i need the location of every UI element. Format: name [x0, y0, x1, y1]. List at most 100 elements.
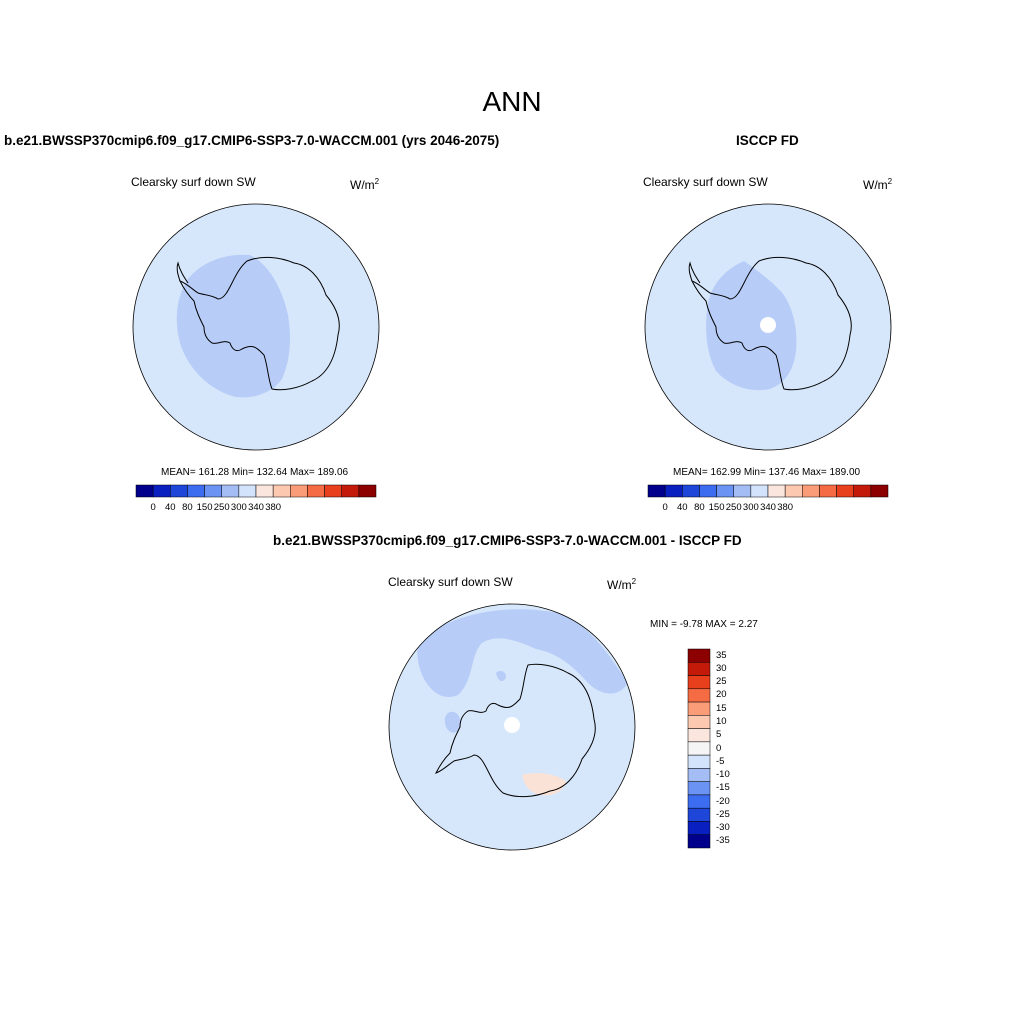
panel-2-colorbar-box [819, 484, 837, 498]
panel-2-colorbar-box [716, 484, 734, 498]
panel-3-negative-field-small [496, 670, 506, 682]
panel-3-colorbar-box [687, 701, 711, 716]
panel-3-colorbar-tick-label: 25 [716, 676, 727, 688]
panel-1-title: b.e21.BWSSP370cmip6.f09_g17.CMIP6-SSP3-7… [4, 133, 500, 148]
panel-2-variable-label: Clearsky surf down SW [643, 175, 768, 189]
panel-3-colorbar-box [687, 754, 711, 769]
panel-2-title: ISCCP FD [736, 133, 799, 148]
panel-2-interior-field [706, 261, 797, 391]
panel-2-colorbar-box [836, 484, 854, 498]
panel-2-colorbar-box [664, 484, 683, 498]
panel-2-colorbar-ticks: 0 40 80 150 250 300 340 380 [648, 502, 888, 516]
panel-3-colorbar-box [687, 807, 711, 822]
panel-1-interior-field [176, 254, 290, 398]
panel-1-colorbar-box [272, 484, 291, 498]
panel-1-colorbar-box [238, 484, 257, 498]
panel-2-stats: MEAN= 162.99 Min= 137.46 Max= 189.00 [673, 467, 861, 478]
main-title: ANN [482, 86, 542, 117]
panel-1-colorbar-tick-label: 40 [164, 502, 176, 513]
panel-2-missing-data-hole [760, 317, 776, 333]
panel-3-colorbar-tick-label: -5 [716, 755, 725, 767]
panel-2-units: W/m2 [863, 177, 893, 192]
panel-3-colorbar-tick-label: -10 [716, 769, 730, 781]
panel-2-colorbar-box [853, 484, 872, 498]
panel-2-map-border [644, 203, 892, 451]
panel-1-colorbar-tick-label: 250 [213, 502, 230, 513]
panel-3-colorbar-box [687, 728, 711, 743]
panel-3-map [388, 603, 636, 851]
panel-3-colorbar-box [687, 648, 711, 663]
panel-1-colorbar-tick-label: 80 [182, 502, 193, 513]
panel-2-colorbar-box [699, 484, 717, 498]
panel-3-antarctica-coast [435, 663, 596, 798]
panel-3-variable-label: Clearsky surf down SW [388, 575, 513, 589]
panel-1-colorbar-tick-label: 150 [196, 502, 213, 513]
panel-2-colorbar-tick-label: 0 [662, 502, 668, 513]
panel-3-title: b.e21.BWSSP370cmip6.f09_g17.CMIP6-SSP3-7… [273, 533, 742, 548]
panel-3-units: W/m2 [607, 577, 637, 592]
panel-1-colorbar-tick-label: 300 [230, 502, 247, 513]
panel-2-colorbar-tick-label: 340 [760, 502, 776, 513]
panel-1-map [132, 203, 380, 451]
panel-3-colorbar-box [687, 821, 711, 835]
panel-3-colorbar-box [687, 675, 711, 690]
panel-3-colorbar-tick-label: 30 [716, 662, 727, 674]
panel-3-colorbar-box [687, 794, 711, 809]
panel-3-colorbar-tick-label: -35 [716, 835, 730, 847]
panel-1-units: W/m2 [350, 177, 380, 192]
panel-3-colorbar-box [687, 781, 711, 796]
panel-3-colorbar-tick-label: 0 [716, 742, 722, 754]
panel-1-colorbar-box [135, 484, 154, 498]
panel-3-missing-data-hole [504, 717, 520, 733]
panel-3-colorbar-tick-label: 35 [716, 649, 727, 661]
panel-2-colorbar-tick-label: 40 [676, 502, 688, 513]
panel-3-colorbar-tick-label: 15 [716, 702, 727, 714]
panel-1-colorbar-ticks: 0 40 80 150 250 300 340 380 [136, 502, 376, 516]
panel-2-map [644, 203, 892, 451]
panel-3-colorbar [687, 648, 711, 849]
panel-3-negative-field-west [444, 711, 461, 733]
panel-2-colorbar-box [784, 484, 803, 498]
panel-2-peninsula-coast [688, 261, 701, 284]
panel-1-map-border [132, 203, 380, 451]
panel-1-variable-label: Clearsky surf down SW [131, 175, 256, 189]
panel-3-colorbar-tick-label: 10 [716, 715, 727, 727]
panel-3-colorbar-box [687, 834, 711, 849]
panel-1-colorbar-box [187, 484, 205, 498]
panel-1-colorbar-box [358, 484, 377, 498]
panel-1-colorbar [135, 484, 377, 498]
panel-2-colorbar-tick-label: 150 [708, 502, 725, 513]
panel-3-colorbar-box [687, 662, 711, 676]
panel-1-colorbar-box [152, 484, 171, 498]
panel-1-colorbar-box [170, 484, 188, 498]
panel-2-colorbar-box [802, 484, 820, 498]
panel-2-colorbar-tick-label: 80 [694, 502, 705, 513]
panel-3-colorbar-tick-label: -15 [716, 782, 730, 794]
panel-1-colorbar-box [255, 484, 274, 498]
panel-1-colorbar-box [307, 484, 325, 498]
panel-3-colorbar-tick-label: -25 [716, 808, 730, 820]
panel-2-colorbar-box [682, 484, 700, 498]
panel-2-colorbar-box [750, 484, 769, 498]
panel-1-antarctica-coast [179, 256, 340, 391]
panel-2-colorbar-box [767, 484, 786, 498]
panel-3-colorbar-ticks: 35 30 25 20 15 10 5 0 -5 -10 -15 -20 -25 -30 -35 [716, 649, 756, 848]
panel-2-colorbar-tick-label: 300 [742, 502, 759, 513]
panel-3-colorbar-tick-label: -20 [716, 795, 730, 807]
panel-2-colorbar-tick-label: 380 [777, 502, 794, 513]
panel-1-colorbar-box [290, 484, 308, 498]
panel-1-colorbar-tick-label: 380 [265, 502, 282, 513]
panel-2-colorbar-box [733, 484, 752, 498]
panel-1-colorbar-tick-label: 0 [150, 502, 156, 513]
panel-3-map-border [388, 603, 636, 851]
panel-2-colorbar-tick-label: 250 [725, 502, 742, 513]
panel-3-colorbar-box [687, 768, 711, 782]
panel-3-colorbar-box [687, 741, 711, 756]
panel-2-colorbar-box [647, 484, 666, 498]
panel-1-colorbar-box [341, 484, 360, 498]
panel-1-colorbar-box [221, 484, 240, 498]
panel-2-colorbar-box [870, 484, 889, 498]
panel-1-colorbar-box [204, 484, 222, 498]
panel-3-colorbar-tick-label: 20 [716, 689, 727, 701]
panel-2-colorbar [647, 484, 889, 498]
